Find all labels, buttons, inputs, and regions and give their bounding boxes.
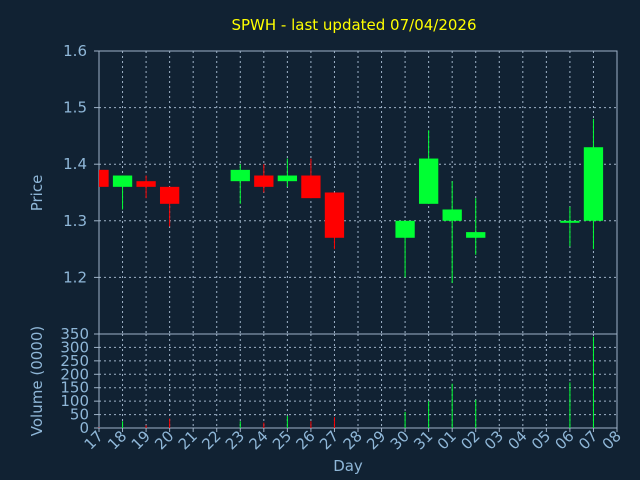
price-tick-label: 1.2 (63, 268, 87, 286)
x-tick-label: 30 (387, 427, 413, 453)
x-tick-label: 06 (552, 427, 578, 453)
candle-body (254, 175, 274, 187)
price-tick-label: 1.5 (63, 99, 87, 117)
x-tick-label: 20 (151, 427, 177, 453)
price-tick-label: 1.4 (63, 155, 87, 173)
x-tick-label: 31 (410, 427, 436, 453)
volume-tick-label: 0 (79, 419, 89, 437)
candle-body (159, 186, 180, 204)
x-tick-label: 05 (528, 427, 554, 453)
x-tick-label: 21 (175, 427, 201, 453)
x-tick-label: 19 (128, 427, 154, 453)
candles-group (99, 118, 604, 284)
candle-body (324, 192, 345, 238)
x-tick-label: 22 (198, 427, 224, 453)
price-tick-label: 1.3 (63, 212, 87, 230)
x-axis-label: Day (333, 457, 363, 475)
candle-body (99, 169, 109, 187)
volume-tick-label: 50 (70, 406, 89, 424)
volume-tick-label: 350 (60, 325, 89, 343)
volume-tick-label: 200 (60, 365, 89, 383)
x-tick-label: 23 (222, 427, 248, 453)
volume-tick-label: 300 (60, 338, 89, 356)
x-tick-label: 18 (104, 427, 130, 453)
x-tick-label: 25 (269, 427, 295, 453)
candle-body (418, 158, 439, 204)
x-tick-label: 03 (481, 427, 507, 453)
volume-axis-label: Volume (0000) (28, 326, 46, 436)
candle-body (277, 175, 298, 182)
volume-tick-label: 250 (60, 352, 89, 370)
x-tick-label: 26 (293, 427, 319, 453)
x-tick-label: 04 (504, 427, 530, 453)
candle-body (583, 147, 604, 221)
x-tick-label: 29 (363, 427, 389, 453)
price-axis-label: Price (28, 175, 46, 212)
candle-body (301, 175, 321, 199)
candle-body (230, 169, 250, 182)
candle-body (136, 181, 156, 187)
x-tick-label: 27 (316, 427, 342, 453)
volume-tick-label: 100 (60, 392, 89, 410)
x-tick-label: 01 (434, 427, 460, 453)
candle-body (560, 220, 580, 223)
x-tick-label: 08 (599, 427, 625, 453)
price-tick-label: 1.6 (63, 42, 87, 60)
x-tick-label: 28 (340, 427, 366, 453)
candle-body (112, 175, 133, 187)
candle-body (395, 220, 415, 238)
candle-body (442, 209, 462, 221)
x-tick-label: 24 (245, 427, 271, 453)
x-tick-label: 02 (457, 427, 483, 453)
volume-tick-label: 150 (60, 379, 89, 397)
candle-body (466, 232, 486, 238)
chart-title: SPWH - last updated 07/04/2026 (231, 16, 476, 34)
x-tick-label: 07 (575, 427, 601, 453)
